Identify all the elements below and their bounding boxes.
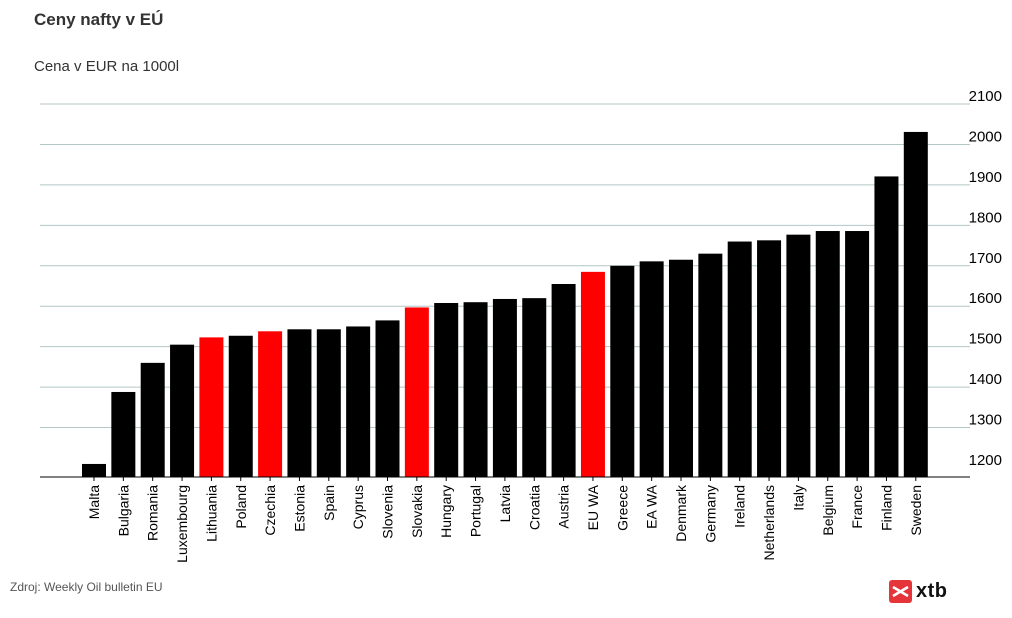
x-tick-label: Cyprus	[350, 485, 366, 529]
x-tick-label: Austria	[556, 485, 572, 529]
logo-text: xtb	[916, 580, 948, 602]
y-tick-label: 2100	[969, 88, 1002, 105]
x-tick-label: Croatia	[526, 485, 542, 530]
bar	[580, 271, 605, 477]
y-tick-label: 1800	[969, 209, 1002, 226]
bar	[111, 391, 136, 477]
x-tick-label: Finland	[878, 485, 894, 531]
chart-subtitle: Cena v EUR na 1000l	[34, 58, 180, 75]
x-tick-label: Belgium	[820, 485, 836, 536]
x-tick-label: EU WA	[585, 484, 601, 530]
x-tick-label: Malta	[86, 485, 102, 519]
bar	[492, 298, 517, 477]
x-tick-label: Spain	[321, 485, 337, 521]
bar	[903, 131, 928, 477]
y-tick-label: 1500	[969, 331, 1002, 348]
x-tick-label: Portugal	[468, 485, 484, 537]
x-tick-labels: Malta Bulgaria Romania Luxembourg Lithuania P…	[86, 477, 924, 563]
x-tick-label: EA WA	[644, 484, 660, 528]
bar	[258, 331, 283, 477]
xtb-logo: xtb	[889, 580, 948, 603]
bar	[434, 303, 459, 477]
bar	[199, 337, 224, 477]
x-tick-label: Czechia	[262, 485, 278, 536]
bar	[610, 265, 635, 477]
bar	[316, 329, 341, 477]
chart-title: Ceny nafty v EÚ	[34, 10, 164, 29]
bar	[463, 302, 488, 477]
bar	[228, 335, 253, 477]
bar	[287, 329, 312, 477]
y-tick-label: 2000	[969, 128, 1002, 145]
y-tick-label: 1600	[969, 290, 1002, 307]
bar	[375, 320, 400, 477]
y-tick-label: 1200	[969, 452, 1002, 469]
x-tick-label: Bulgaria	[115, 485, 131, 537]
x-tick-label: Greece	[614, 485, 630, 531]
x-tick-label: Sweden	[908, 485, 924, 536]
x-tick-label: Luxembourg	[174, 485, 190, 563]
bar	[140, 362, 165, 477]
bar	[404, 307, 429, 477]
x-tick-label: Slovenia	[380, 485, 396, 539]
x-tick-label: Slovakia	[409, 485, 425, 538]
bar	[815, 231, 840, 477]
bar	[757, 240, 782, 477]
bar	[551, 283, 576, 477]
x-tick-label: Italy	[790, 485, 806, 511]
gridlines	[40, 103, 970, 429]
bar	[346, 326, 371, 477]
bar	[639, 261, 664, 477]
y-tick-labels: 1200 1300 1400 1500 1600 1700 1800 1900 2000 2100	[969, 88, 1002, 469]
y-tick-label: 1400	[969, 371, 1002, 388]
y-tick-label: 1300	[969, 412, 1002, 429]
x-tick-label: France	[849, 485, 865, 529]
bar	[669, 259, 693, 477]
x-tick-label: Denmark	[673, 484, 689, 542]
bar	[170, 344, 195, 477]
x-tick-label: Romania	[145, 485, 161, 541]
bar	[874, 176, 899, 477]
x-tick-label: Netherlands	[761, 485, 777, 561]
x-tick-label: Estonia	[291, 485, 307, 532]
bars	[82, 131, 928, 477]
bar	[522, 298, 547, 477]
bar	[845, 231, 870, 477]
x-tick-label: Latvia	[497, 485, 513, 523]
x-tick-label: Lithuania	[203, 485, 219, 542]
xtb-logo-icon	[889, 580, 912, 603]
bar	[698, 253, 723, 477]
x-tick-label: Hungary	[438, 485, 454, 538]
y-tick-label: 1900	[969, 169, 1002, 186]
source-note: Zdroj: Weekly Oil bulletin EU	[10, 580, 163, 594]
x-tick-label: Ireland	[732, 485, 748, 528]
bar	[727, 241, 752, 477]
bar	[82, 463, 106, 477]
x-tick-label: Poland	[233, 485, 249, 529]
x-tick-label: Germany	[702, 485, 718, 543]
y-tick-label: 1700	[969, 250, 1002, 267]
bar	[786, 234, 811, 477]
